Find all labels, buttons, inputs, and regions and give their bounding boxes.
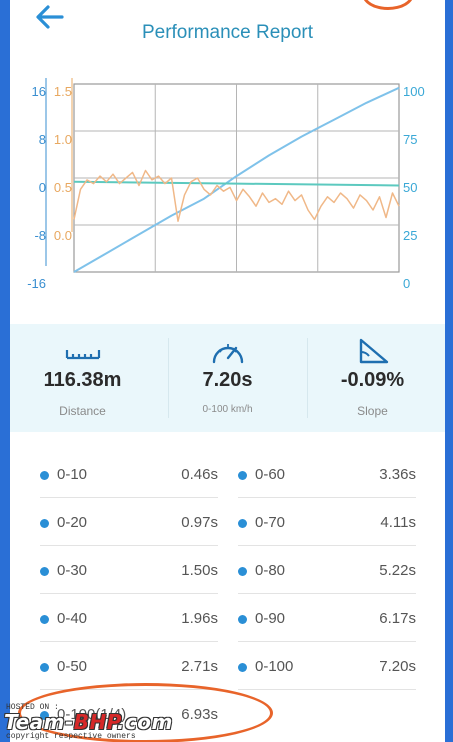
- split-item-0-80[interactable]: 0-80 5.22s: [208, 546, 416, 594]
- split-name: 0-60: [255, 466, 286, 483]
- left-axis-tick-label: 16: [32, 84, 46, 99]
- bullet-dot: [238, 567, 247, 576]
- split-time: 4.11s: [380, 514, 416, 531]
- row-divider: [40, 641, 218, 642]
- split-name: 0-70: [255, 514, 286, 531]
- left-axis-tick-label: 0: [39, 180, 46, 195]
- chart-series-line: [73, 180, 400, 187]
- watermark-brand-part: BHP: [73, 710, 117, 734]
- left-axis-tick-label: 8: [39, 132, 46, 147]
- row-divider: [238, 689, 416, 690]
- split-name: 0-90: [255, 610, 286, 627]
- left-frame-edge: [0, 0, 10, 742]
- watermark-copyright: copyright respective owners: [6, 732, 136, 741]
- stats-panel: 116.38m Distance 7.20s 0-100 km/h -0.09%…: [10, 324, 445, 432]
- stat-acceleration-value: 7.20s: [202, 369, 253, 391]
- page-title: Performance Report: [141, 22, 314, 43]
- bullet-dot: [238, 615, 247, 624]
- split-item-0-40[interactable]: 0-40 1.96s: [10, 594, 218, 642]
- stat-distance-value: 116.38m: [43, 369, 122, 391]
- stat-slope-value: -0.09%: [340, 369, 405, 391]
- split-name: 0-20: [57, 514, 88, 531]
- right-axis-tick-label: 0: [403, 276, 410, 291]
- watermark-hosted-text: HOSTED ON :: [6, 703, 59, 712]
- chart-series-line: [73, 169, 400, 222]
- row-divider: [40, 593, 218, 594]
- slope-icon: [359, 338, 388, 364]
- split-time: 7.20s: [379, 658, 416, 675]
- right-axis-tick-label: 100: [403, 84, 425, 99]
- ruler-icon: [65, 350, 100, 360]
- chart-svg: 16 8 0 -8 -16 1.5 1.0 0.5 0.0 100 75 50 25 0: [27, 78, 425, 291]
- split-item-0-10[interactable]: 0-10 0.46s: [10, 450, 218, 498]
- split-time: 2.71s: [181, 658, 218, 675]
- split-item-0-60[interactable]: 0-60 3.36s: [208, 450, 416, 498]
- split-name: 0-80: [255, 562, 286, 579]
- left-axis-2-tick-label: 0.5: [54, 180, 72, 195]
- split-item-0-70[interactable]: 0-70 4.11s: [208, 498, 416, 546]
- split-item-0-30[interactable]: 0-30 1.50s: [10, 546, 218, 594]
- watermark-brand: Team-BHP.com: [4, 710, 173, 734]
- split-name: 0-40: [57, 610, 88, 627]
- performance-report-screen: Performance Report 16 8 0 -8 -16 1.5 1.0 0.5 0.0…: [10, 0, 445, 742]
- left-axis-tick-label: -16: [27, 276, 46, 291]
- left-axis-tick-label: -8: [34, 228, 46, 243]
- watermark-brand-part: .com: [116, 710, 173, 734]
- stat-divider: [168, 338, 169, 418]
- row-divider: [40, 497, 218, 498]
- watermark-brand-part: Team-: [4, 710, 74, 734]
- bullet-dot: [238, 663, 247, 672]
- split-name: 0-100: [255, 658, 294, 675]
- row-divider: [40, 545, 218, 546]
- split-time: 6.17s: [379, 610, 416, 627]
- split-name: 0-30: [57, 562, 88, 579]
- performance-chart: 16 8 0 -8 -16 1.5 1.0 0.5 0.0 100 75 50 25 0: [10, 64, 445, 296]
- split-item-0-90[interactable]: 0-90 6.17s: [208, 594, 416, 642]
- split-item-0-100[interactable]: 0-100 7.20s: [208, 642, 416, 690]
- right-axis-tick-label: 75: [403, 132, 417, 147]
- speedometer-icon: [212, 344, 243, 364]
- split-item-0-20[interactable]: 0-20 0.97s: [10, 498, 218, 546]
- stat-distance-label: Distance: [59, 404, 106, 418]
- split-time: 5.22s: [379, 562, 416, 579]
- stat-divider: [307, 338, 308, 418]
- split-time: 3.36s: [379, 466, 416, 483]
- watermark-oval: [18, 683, 273, 742]
- bullet-dot: [40, 519, 49, 528]
- chart-series-line: [73, 86, 400, 273]
- right-axis-tick-label: 25: [403, 228, 417, 243]
- row-divider: [238, 641, 416, 642]
- split-item-0-50[interactable]: 0-50 2.71s: [10, 642, 218, 690]
- row-divider: [238, 545, 416, 546]
- back-button[interactable]: [32, 2, 72, 32]
- header: Performance Report: [10, 0, 445, 64]
- split-name: 0-10: [57, 466, 88, 483]
- right-axis-tick-label: 50: [403, 180, 417, 195]
- row-divider: [238, 497, 416, 498]
- split-time: 0.46s: [181, 466, 218, 483]
- bullet-dot: [238, 519, 247, 528]
- split-time: 1.50s: [181, 562, 218, 579]
- arrow-left-icon: [36, 5, 64, 29]
- bullet-dot: [40, 471, 49, 480]
- bullet-dot: [40, 663, 49, 672]
- bullet-dot: [40, 615, 49, 624]
- stat-slope-label: Slope: [357, 404, 388, 418]
- right-frame-edge: [445, 0, 453, 742]
- watermark-seal-top: [362, 0, 414, 10]
- row-divider: [238, 593, 416, 594]
- left-axis-2-tick-label: 1.0: [54, 132, 72, 147]
- bullet-dot: [238, 471, 247, 480]
- stat-acceleration-label: 0-100 km/h: [202, 404, 253, 415]
- split-name: 0-50: [57, 658, 88, 675]
- left-axis-2-tick-label: 0.0: [54, 228, 72, 243]
- bullet-dot: [40, 567, 49, 576]
- stat-slope: -0.09% Slope: [300, 324, 445, 432]
- stat-distance: 116.38m Distance: [10, 324, 155, 432]
- split-time: 0.97s: [181, 514, 218, 531]
- left-axis-2-tick-label: 1.5: [54, 84, 72, 99]
- split-time: 1.96s: [181, 610, 218, 627]
- stat-acceleration: 7.20s 0-100 km/h: [155, 324, 300, 432]
